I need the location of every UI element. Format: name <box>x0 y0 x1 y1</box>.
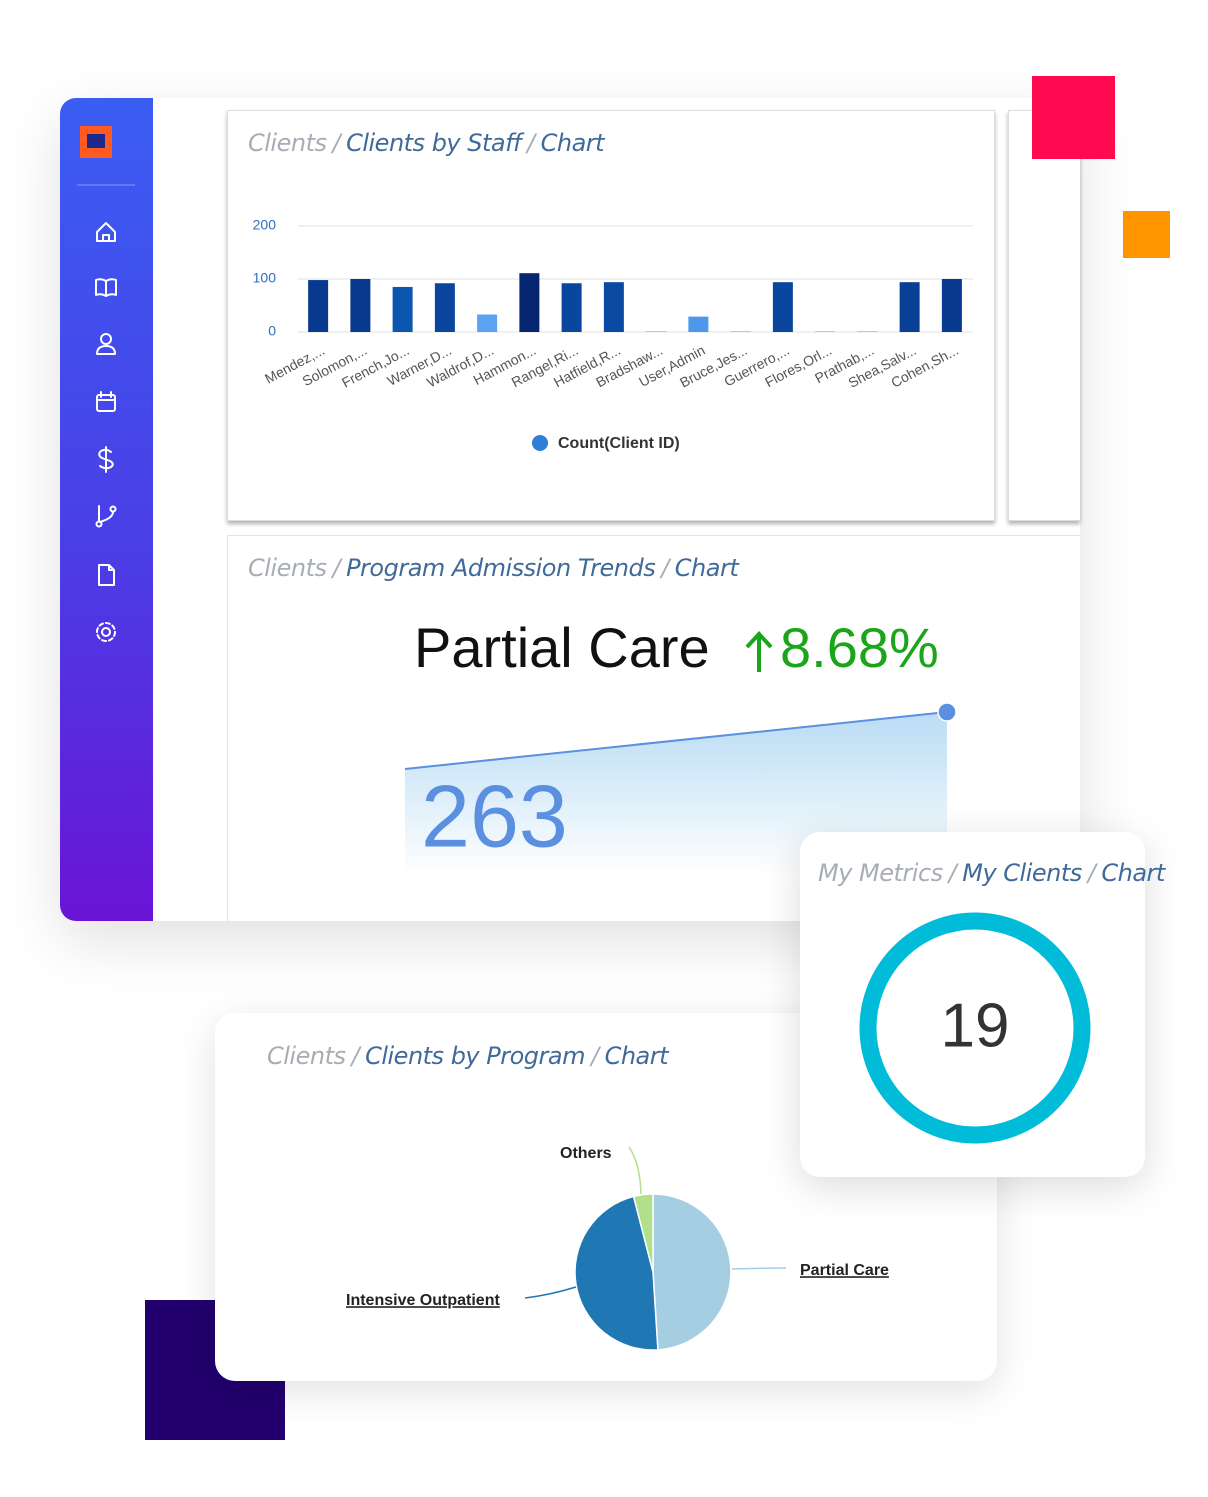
breadcrumb-separator: / <box>1087 859 1096 887</box>
legend-label: Count(Client ID) <box>558 435 680 452</box>
breadcrumb-separator: / <box>332 129 341 157</box>
metrics-card: My Metrics / My Clients / Chart 19 <box>800 832 1165 1177</box>
pie-slice <box>652 1193 732 1351</box>
breadcrumb-item[interactable]: Program Admission Trends <box>346 554 656 582</box>
user-icon[interactable] <box>96 345 116 355</box>
breadcrumb-item[interactable]: Chart <box>604 1042 669 1070</box>
branch-icon[interactable] <box>98 505 114 523</box>
bar <box>815 330 836 332</box>
breadcrumb-item[interactable]: My Metrics <box>818 859 943 887</box>
bar <box>308 280 329 332</box>
calendar-icon[interactable] <box>96 391 116 401</box>
book-icon[interactable] <box>95 278 117 297</box>
label-connector <box>524 1286 577 1299</box>
breadcrumb-item[interactable]: Clients <box>248 554 327 582</box>
program-name: Partial Care <box>414 616 710 679</box>
breadcrumb-separator: / <box>590 1042 599 1070</box>
bar <box>730 330 751 332</box>
settings-icon[interactable] <box>96 622 116 642</box>
bar <box>772 282 793 332</box>
calendar-icon[interactable] <box>96 394 116 412</box>
metric-ring: 19 <box>859 912 1091 1144</box>
y-tick-label: 100 <box>253 270 277 286</box>
breadcrumb: Clients / Program Admission Trends / Chart <box>248 554 739 582</box>
breadcrumb-separator: / <box>332 554 341 582</box>
change-value: 8.68% <box>780 616 939 679</box>
pie-slice <box>632 1193 654 1273</box>
sparkline <box>404 711 948 770</box>
sparkline-point <box>937 702 957 722</box>
breadcrumb-item[interactable]: Chart <box>540 129 605 157</box>
label-connector <box>731 1267 787 1270</box>
breadcrumb-item[interactable]: Chart <box>674 554 739 582</box>
bar <box>350 279 371 332</box>
breadcrumb: Clients / Clients by Program / Chart <box>267 1042 669 1070</box>
breadcrumb: My Metrics / My Clients / Chart <box>818 859 1165 887</box>
y-tick-label: 200 <box>253 217 277 233</box>
breadcrumb-separator: / <box>527 129 535 157</box>
ring <box>859 912 1091 1144</box>
legend-marker <box>532 435 548 451</box>
bar <box>857 330 878 332</box>
bar <box>477 314 498 332</box>
pie-slice <box>574 1195 659 1351</box>
breadcrumb: Clients / Clients by Staff / Chart <box>248 129 605 157</box>
dollar-icon[interactable] <box>98 446 114 473</box>
bar <box>392 286 413 332</box>
label-connector <box>628 1146 642 1195</box>
logo <box>87 134 105 148</box>
breadcrumb-separator: / <box>661 554 669 582</box>
settings-icon[interactable] <box>101 627 111 637</box>
user-icon[interactable] <box>100 333 112 345</box>
slice-label: Partial Care <box>800 1262 889 1279</box>
file-icon[interactable] <box>98 564 115 586</box>
bar <box>561 283 582 332</box>
breadcrumb-item[interactable]: Chart <box>1101 859 1165 887</box>
bar <box>688 316 709 332</box>
bar-chart: 0100200Mendez,...Solomon,...French,Jo...… <box>253 217 973 452</box>
pie-chart: Partial Care Intensive Outpatient Others <box>346 1145 889 1351</box>
deco-square <box>1032 76 1115 159</box>
breadcrumb-separator: / <box>948 859 957 887</box>
chart-card <box>1008 110 1080 521</box>
breadcrumb-item[interactable]: Clients by Program <box>365 1042 585 1070</box>
bar <box>899 282 920 332</box>
up-arrow <box>745 631 773 672</box>
metric-value: 19 <box>941 991 1010 1060</box>
bar <box>941 279 962 332</box>
breadcrumb-separator: / <box>351 1042 360 1070</box>
y-tick-label: 0 <box>268 323 276 339</box>
slice-label: Intensive Outpatient <box>346 1292 500 1309</box>
chart-card: Clients / Clients by Staff / Chart 0 100 200 Me… <box>227 110 995 521</box>
branch-icon[interactable] <box>109 505 117 513</box>
slice-label: Others <box>560 1145 612 1162</box>
breadcrumb-item[interactable]: Clients <box>267 1042 346 1070</box>
sidebar-icons <box>77 126 135 642</box>
breadcrumb-item[interactable]: My Clients <box>962 859 1082 887</box>
bar <box>646 330 667 332</box>
total-value: 263 <box>421 766 568 865</box>
sidebar <box>60 98 153 921</box>
breadcrumb-item[interactable]: Clients by Staff <box>346 129 522 157</box>
bar <box>603 282 624 332</box>
home-icon[interactable] <box>96 222 116 242</box>
bar <box>519 273 540 332</box>
breadcrumb-item[interactable]: Clients <box>248 129 327 157</box>
bar <box>434 283 455 332</box>
deco-square <box>1123 211 1170 258</box>
